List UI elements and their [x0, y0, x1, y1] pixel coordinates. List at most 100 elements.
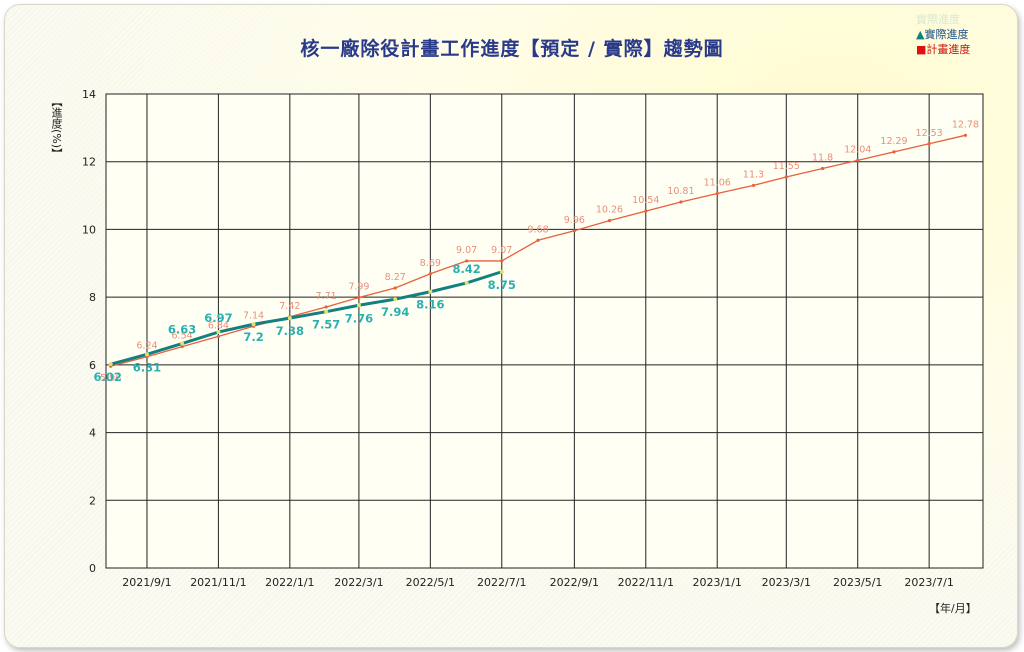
y-axis-label: 【進度(%)】	[50, 96, 63, 160]
planned-data-label: 12.04	[844, 144, 871, 155]
y-tick-label: 10	[82, 223, 96, 236]
planned-data-label: 5.96	[100, 373, 121, 384]
planned-data-label: 12.29	[880, 136, 907, 147]
x-tick-label: 2023/5/1	[833, 576, 882, 589]
planned-point	[963, 133, 968, 137]
planned-point	[393, 286, 397, 290]
square-marker-icon: ■	[916, 43, 927, 56]
chart-title: 核一廠除役計畫工作進度【預定 / 實際】趨勢圖	[300, 38, 724, 60]
planned-point	[180, 344, 184, 349]
actual-data-label: 7.57	[312, 318, 340, 332]
y-tick-label: 2	[89, 494, 96, 507]
planned-data-label: 6.24	[136, 341, 157, 352]
x-tick-label: 2021/11/1	[190, 576, 246, 589]
planned-point	[572, 229, 576, 233]
y-tick-label: 14	[82, 88, 96, 101]
actual-data-label: 7.76	[345, 311, 373, 325]
x-tick-label: 2022/3/1	[334, 576, 383, 589]
x-tick-label: 2023/3/1	[762, 576, 811, 589]
actual-point	[287, 316, 292, 321]
planned-data-label: 7.14	[243, 310, 264, 321]
legend-label-actual: 實際進度	[924, 28, 969, 41]
triangle-marker-icon: ▲	[916, 28, 925, 41]
actual-point	[464, 280, 469, 285]
planned-data-label: 12.78	[952, 119, 979, 130]
planned-data-label: 7.71	[316, 291, 337, 302]
x-tick-label: 2021/9/1	[122, 576, 171, 589]
planned-data-label: 9.96	[564, 215, 585, 226]
planned-point	[784, 175, 788, 179]
planned-data-label: 11.55	[773, 161, 800, 172]
planned-data-label: 7.99	[348, 281, 369, 292]
planned-point	[856, 158, 860, 162]
planned-point	[357, 295, 361, 300]
x-tick-label: 2023/1/1	[693, 576, 742, 589]
legend-faint-row: 實際進度	[916, 12, 970, 27]
actual-data-label: 7.94	[381, 305, 409, 319]
planned-data-label: 8.27	[385, 272, 406, 283]
y-tick-label: 4	[89, 427, 96, 440]
planned-data-label: 9.68	[527, 224, 548, 235]
planned-point	[892, 150, 896, 154]
planned-point	[679, 200, 683, 204]
actual-point	[428, 289, 433, 294]
y-tick-label: 0	[89, 562, 96, 575]
legend-label-planned: 計畫進度	[926, 43, 971, 56]
planned-point	[428, 272, 432, 276]
actual-point	[251, 322, 256, 327]
legend-item-planned[interactable]: ■計畫進度	[916, 42, 970, 57]
planned-point	[216, 334, 221, 339]
planned-data-label: 12.53	[916, 128, 943, 139]
planned-data-label: 11.8	[812, 152, 833, 163]
actual-series-line	[110, 270, 503, 366]
actual-point	[356, 303, 361, 308]
planned-data-label: 10.26	[596, 205, 623, 216]
planned-data-label: 11.3	[743, 169, 764, 180]
planned-point	[715, 191, 719, 196]
legend-item-actual[interactable]: ▲實際進度	[916, 27, 970, 42]
x-tick-label: 2023/7/1	[904, 576, 953, 589]
planned-point	[820, 166, 825, 171]
actual-point	[499, 269, 504, 274]
actual-point	[180, 341, 185, 346]
planned-data-label: 10.81	[667, 186, 694, 197]
y-tick-label: 12	[82, 156, 96, 169]
actual-data-label: 8.16	[416, 298, 444, 312]
planned-data-label: 9.07	[491, 245, 512, 256]
actual-point	[393, 297, 398, 302]
y-tick-label: 6	[89, 359, 96, 372]
actual-point	[108, 362, 113, 367]
actual-point	[324, 309, 329, 314]
x-tick-label: 2022/11/1	[618, 576, 674, 589]
planned-data-label: 9.07	[456, 245, 477, 256]
planned-data-label: 11.06	[704, 178, 731, 189]
x-tick-label: 2022/7/1	[477, 576, 526, 589]
planned-data-label: 8.69	[420, 258, 441, 269]
actual-data-label: 8.75	[488, 278, 516, 292]
planned-data-label: 10.54	[632, 195, 659, 206]
plot-background	[105, 93, 984, 569]
planned-data-label: 6.54	[172, 331, 193, 342]
planned-point	[465, 259, 469, 263]
x-tick-label: 2022/5/1	[406, 576, 455, 589]
planned-point	[500, 259, 504, 263]
actual-data-label: 6.97	[204, 311, 232, 325]
planned-point	[751, 183, 756, 188]
planned-point	[607, 219, 612, 223]
planned-point	[927, 142, 931, 146]
legend-faint-text: 實際進度	[916, 13, 960, 26]
planned-data-label: 7.42	[279, 301, 300, 312]
y-tick-label: 8	[89, 291, 96, 304]
planned-data-label: 6.84	[208, 320, 229, 331]
actual-data-label: 7.2	[243, 330, 263, 344]
actual-point	[144, 352, 149, 357]
actual-data-label: 6.02	[93, 370, 121, 384]
planned-point	[324, 305, 328, 309]
x-tick-label: 2022/9/1	[550, 576, 599, 589]
actual-data-label: 6.31	[133, 360, 161, 374]
planned-point	[644, 209, 648, 213]
actual-data-label: 8.42	[452, 262, 480, 276]
legend: 實際進度 ▲實際進度 ■計畫進度	[916, 12, 970, 57]
x-tick-label: 2022/1/1	[265, 576, 314, 589]
